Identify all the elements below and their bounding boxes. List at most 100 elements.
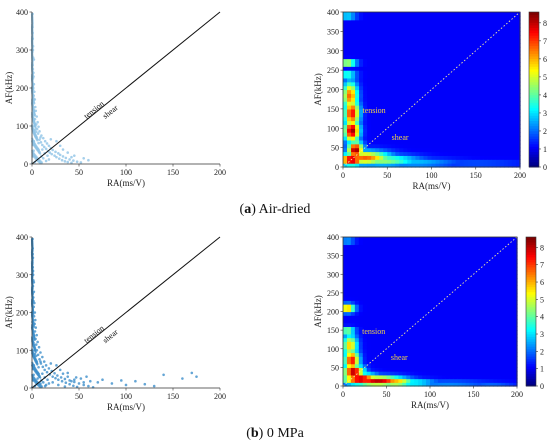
heatmap-cell [441, 289, 447, 294]
heatmap-cell [487, 155, 493, 160]
heatmap-cell [469, 374, 475, 380]
scatter-point [33, 90, 36, 94]
heatmap-cell [406, 341, 411, 346]
heatmap-cell [398, 237, 403, 242]
heatmap-cell [513, 374, 518, 380]
heatmap-cell [453, 304, 459, 309]
heatmap-cell [513, 292, 518, 298]
heatmap-cell [495, 132, 501, 137]
heatmap-cell [403, 54, 408, 60]
heatmap-cell [411, 81, 417, 87]
heatmap-cell [509, 378, 514, 383]
heatmap-cell [479, 70, 485, 75]
heatmap-cell [501, 318, 506, 324]
heatmap-cell [471, 120, 477, 125]
heatmap-cell [350, 359, 356, 365]
heatmap-cell [367, 147, 372, 153]
colorbar-band [529, 130, 539, 134]
scatter-point [54, 150, 57, 154]
heatmap-cell [358, 345, 364, 350]
heatmap-cell [465, 374, 471, 380]
heatmap-cell [370, 259, 376, 264]
heatmap-cell [479, 89, 485, 94]
heatmap-cell [387, 93, 392, 98]
heatmap-cell [451, 139, 457, 145]
heatmap-cell [431, 23, 437, 29]
heatmap-cell [431, 120, 437, 125]
heatmap-cell [487, 93, 493, 98]
heatmap-cell [515, 105, 521, 110]
heatmap-cell [449, 341, 455, 346]
heatmap-cell [481, 337, 486, 342]
heatmap-cell [343, 23, 348, 29]
heatmap-cell [435, 120, 441, 125]
heatmap-cell [441, 263, 447, 268]
heatmap-cell [387, 155, 392, 160]
heatmap-cell [491, 136, 497, 141]
heatmap-cell [475, 27, 481, 32]
colorbar-tick-label: 7 [540, 261, 544, 270]
heatmap-cell [410, 277, 415, 283]
heatmap-cell [350, 289, 356, 294]
heatmap-cell [509, 285, 514, 290]
heatmap-cell [515, 19, 521, 25]
heatmap-cell [371, 120, 376, 125]
heatmap-cell [402, 251, 407, 257]
heatmap-cell [509, 356, 514, 361]
colorbar-band [529, 74, 539, 78]
heatmap-cell [451, 50, 457, 56]
heatmap-cell [437, 371, 443, 376]
heatmap-cell [378, 289, 384, 294]
heatmap-cell [453, 359, 459, 365]
heatmap-cell [403, 58, 408, 63]
heatmap-cell [406, 359, 411, 365]
heatmap-cell [455, 151, 461, 156]
heatmap-cell [426, 266, 431, 272]
heatmap-cell [422, 237, 427, 242]
heatmap-cell [370, 382, 376, 387]
heatmap-cell [431, 97, 437, 102]
heatmap-cell [437, 281, 443, 287]
heatmap-cell [437, 285, 443, 290]
heatmap-cell [451, 46, 457, 52]
heatmap-cell [489, 281, 494, 287]
colorbar-band [526, 383, 536, 387]
heatmap-cell [346, 292, 352, 298]
heatmap-cell [370, 333, 376, 339]
heatmap-cell [507, 155, 513, 160]
heatmap-cell [402, 274, 407, 279]
heatmap-cell [501, 326, 506, 331]
heatmap-cell [501, 315, 506, 320]
heatmap-cell [386, 315, 392, 320]
heatmap-cell [394, 285, 399, 290]
heatmap-cell [407, 97, 412, 102]
heatmap-cell [443, 58, 449, 63]
heatmap-cell [507, 163, 513, 168]
heatmap-cell [493, 352, 498, 357]
heatmap-cell [426, 378, 431, 383]
heatmap-cell [455, 143, 461, 149]
heatmap-cell [366, 359, 372, 365]
heatmap-cell [430, 333, 435, 339]
heatmap-cell [491, 50, 497, 56]
heatmap-cell [419, 54, 425, 60]
heatmap-cell [443, 31, 449, 36]
heatmap-cell [479, 43, 485, 48]
heatmap-cell [483, 101, 489, 106]
heatmap-cell [367, 81, 372, 87]
heatmap-cell [497, 285, 502, 290]
heatmap-cell [410, 304, 415, 309]
heatmap-cell [507, 136, 513, 141]
heatmap-cell [351, 112, 356, 118]
heatmap-cell [471, 81, 477, 87]
heatmap-cell [477, 311, 482, 316]
heatmap-cell [386, 371, 392, 376]
heatmap-cell [402, 277, 407, 283]
heatmap-cell [367, 112, 372, 118]
heatmap-cell [483, 43, 489, 48]
heatmap-cell [386, 266, 392, 272]
heatmap-cell [343, 46, 348, 52]
heatmap-cell [427, 112, 433, 118]
heatmap-cell [505, 237, 510, 242]
heatmap-cell [379, 105, 384, 110]
